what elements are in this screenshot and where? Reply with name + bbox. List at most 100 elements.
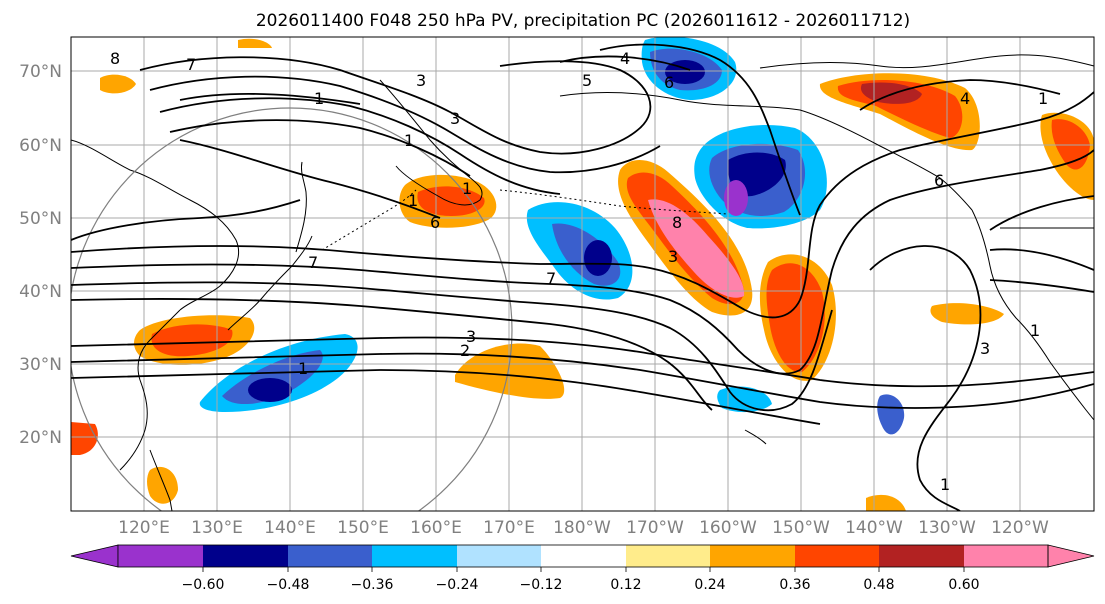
lat-label: 30°N — [19, 355, 62, 375]
shade-positive-hawaii-east — [866, 494, 906, 511]
colorbar-segment — [457, 545, 541, 567]
shade-strong-japan — [151, 324, 233, 357]
colorbar-segment — [795, 545, 879, 567]
contour-label: 1 — [314, 89, 324, 108]
pv-contour — [71, 91, 1094, 319]
shade-positive-baja — [930, 303, 1004, 325]
colorbar-extend-high — [1047, 544, 1095, 568]
lat-label: 50°N — [19, 209, 62, 229]
coast-sakhalin — [295, 161, 307, 253]
contour-label: 7 — [546, 269, 556, 288]
pv-contour — [71, 199, 301, 241]
lon-label: 170°W — [626, 518, 684, 538]
coast-kurils — [321, 189, 417, 251]
pv-contour — [859, 79, 1061, 111]
pv-contour — [869, 245, 982, 511]
lat-label: 20°N — [19, 428, 62, 448]
contour-label: 1 — [1030, 321, 1040, 340]
lat-label: 60°N — [19, 136, 62, 156]
shade-extreme-canada — [860, 82, 922, 104]
lon-label: 150°E — [337, 518, 389, 538]
shade-negative-east-pacific — [877, 394, 905, 435]
colorbar-tick-label: 0.24 — [694, 577, 725, 593]
colorbar-tick-label: 0.12 — [610, 577, 641, 593]
contour-label: 3 — [450, 109, 460, 128]
lon-label: 150°W — [772, 518, 830, 538]
pv-contour — [71, 297, 713, 411]
colorbar-segment — [626, 545, 710, 567]
coast-aleutians — [499, 189, 729, 215]
map-border — [70, 36, 1095, 512]
pv-contour — [989, 279, 1094, 293]
colorbar-segment — [288, 545, 372, 567]
pv-contour — [179, 92, 361, 105]
pv-contour — [169, 119, 471, 177]
contour-label: 4 — [620, 49, 630, 68]
contour-label: 1 — [298, 359, 308, 378]
coast-kamchatka — [379, 79, 483, 206]
contour-label: 1 — [940, 475, 950, 494]
lon-label: 140°W — [845, 518, 903, 538]
colorbar-segment — [710, 545, 795, 567]
contour-label: 1 — [462, 179, 472, 198]
coast-asia-north — [71, 139, 240, 311]
colorbar-extend-low — [70, 544, 119, 568]
shade-strong-northeast — [1051, 119, 1090, 170]
shade-negative-south-japan-max — [248, 378, 292, 402]
contour-label: 8 — [110, 49, 120, 68]
coast-japan — [227, 235, 313, 331]
coast-hawaii — [744, 429, 767, 445]
shade-negative-dateline-max — [584, 240, 612, 276]
colorbar-ticks — [202, 567, 965, 572]
lat-label: 40°N — [19, 282, 62, 302]
contour-label: 3 — [668, 247, 678, 266]
pv-contour — [179, 139, 441, 219]
contour-label: 7 — [186, 55, 196, 74]
contour-labels: 8 7 1 3 5 4 6 3 1 1 1 6 7 7 8 3 2 1 3 1 … — [110, 49, 1048, 494]
pv-contour — [989, 195, 1094, 231]
lon-label: 130°E — [191, 518, 243, 538]
pv-contour — [71, 336, 1094, 388]
contour-label: 7 — [308, 253, 318, 272]
lon-label: 120°E — [118, 518, 170, 538]
contour-label: 1 — [1038, 89, 1048, 108]
coast-korea-china — [119, 309, 181, 471]
coast-north-america — [971, 209, 1094, 421]
shade-positive-west-edge — [71, 422, 98, 455]
shade-strong-150w — [766, 263, 825, 373]
contour-label: 8 — [672, 213, 682, 232]
colorbar-tick-label: 0.60 — [948, 577, 979, 593]
colorbar-segment — [118, 545, 203, 567]
lon-label: 160°E — [410, 518, 462, 538]
colorbar-tick-label: −0.48 — [267, 577, 310, 593]
contour-label: 2 — [460, 341, 470, 360]
contour-label: 3 — [466, 327, 476, 346]
colorbar-tick-label: −0.12 — [520, 577, 563, 593]
graticule — [71, 37, 1094, 511]
lon-labels: 120°E 130°E 140°E 150°E 160°E 170°E 180°… — [118, 518, 1049, 538]
colorbar-tick-label: 0.36 — [779, 577, 810, 593]
lon-label: 140°E — [264, 518, 316, 538]
coastlines — [71, 54, 1094, 511]
contour-label: 6 — [934, 171, 944, 190]
pv-contour — [559, 55, 691, 71]
lon-label: 130°W — [918, 518, 976, 538]
contour-label: 6 — [664, 73, 674, 92]
lon-label: 120°W — [991, 518, 1049, 538]
contour-label: 1 — [408, 191, 418, 210]
colorbar-segment — [541, 545, 626, 567]
colorbar-frame — [117, 544, 1049, 568]
map-title: 2026011400 F048 250 hPa PV, precipitatio… — [256, 11, 910, 31]
colorbar-segment — [372, 545, 457, 567]
pv-contour — [71, 281, 833, 412]
colorbar-tick-label: 0.48 — [863, 577, 894, 593]
lon-label: 180°W — [553, 518, 611, 538]
lon-label: 160°W — [699, 518, 757, 538]
contour-label: 3 — [980, 339, 990, 358]
coast-alaska — [559, 92, 973, 211]
pv-contour — [149, 75, 661, 174]
colorbar-segment — [879, 545, 964, 567]
colorbar-tick-label: −0.60 — [182, 577, 225, 593]
contour-label: 6 — [430, 213, 440, 232]
